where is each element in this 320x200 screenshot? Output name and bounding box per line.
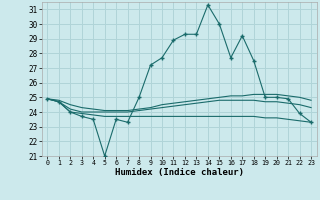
X-axis label: Humidex (Indice chaleur): Humidex (Indice chaleur) [115, 168, 244, 177]
